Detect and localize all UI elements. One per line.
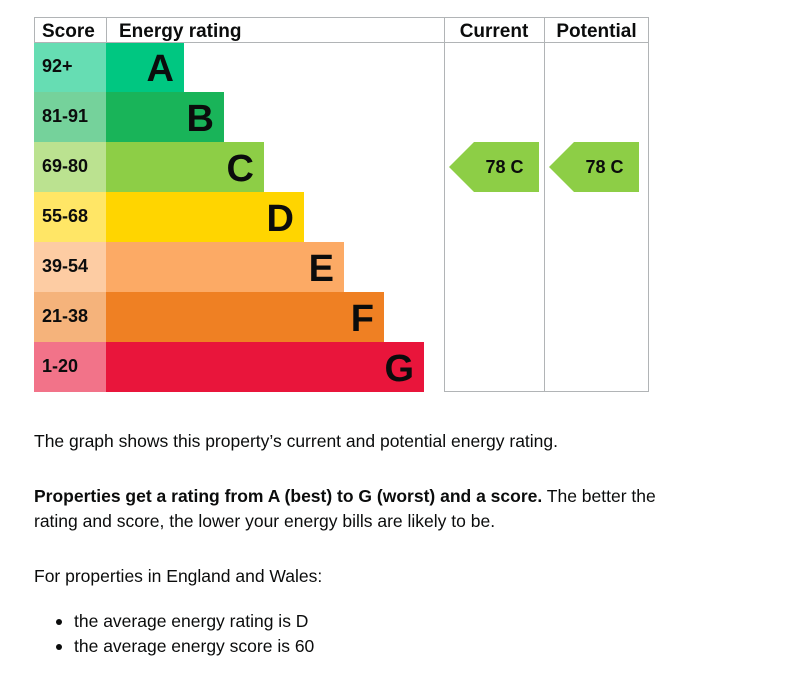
epc-chart: Score Energy rating Current Potential 92+ A 81… [34, 17, 649, 392]
header-score: Score [42, 21, 95, 42]
header-energy-rating: Energy rating [119, 21, 241, 42]
score-range-e: 39-54 [42, 256, 88, 276]
average-list: the average energy rating is D the avera… [34, 609, 314, 659]
score-cell-f [34, 292, 106, 342]
header-potential: Potential [556, 21, 636, 42]
score-cell-e [34, 242, 106, 292]
score-cell-d [34, 192, 106, 242]
rating-bar-f [106, 292, 384, 342]
score-cell-b [34, 92, 106, 142]
rating-letter-d: D [267, 198, 294, 240]
score-range-c: 69-80 [42, 156, 88, 176]
rating-explanation-bold: Properties get a rating from A (best) to… [34, 486, 543, 506]
score-cell-a [34, 42, 106, 92]
average-rating-item: the average energy rating is D [34, 609, 314, 634]
rating-bar-g [106, 342, 424, 392]
rating-letter-f: F [351, 298, 374, 340]
rating-bar-c [106, 142, 264, 192]
header-current: Current [460, 21, 529, 42]
current-rating-label: 78 C [485, 157, 523, 177]
score-cell-c [34, 142, 106, 192]
score-range-f: 21-38 [42, 306, 88, 326]
rating-letter-c: C [227, 148, 254, 190]
rating-bar-b [106, 92, 224, 142]
rating-bar-d [106, 192, 304, 242]
score-cell-g [34, 342, 106, 392]
rating-letter-g: G [384, 348, 414, 390]
score-range-a: 92+ [42, 56, 73, 76]
rating-letter-e: E [309, 248, 334, 290]
current-rating-arrow [449, 142, 539, 192]
score-range-g: 1-20 [42, 356, 78, 376]
rating-bar-a [106, 42, 184, 92]
rating-bar-e [106, 242, 344, 292]
score-range-d: 55-68 [42, 206, 88, 226]
potential-rating-label: 78 C [585, 157, 623, 177]
potential-rating-arrow [549, 142, 639, 192]
rating-explanation: Properties get a rating from A (best) to… [34, 484, 674, 534]
rating-letter-b: B [187, 98, 214, 140]
average-score-item: the average energy score is 60 [34, 634, 314, 659]
rating-letter-a: A [147, 48, 174, 90]
score-range-b: 81-91 [42, 106, 88, 126]
chart-description: The graph shows this property’s current … [34, 431, 559, 451]
rating-explanation-rest: The better the rating and score, the low… [34, 486, 656, 531]
average-intro: For properties in England and Wales: [34, 566, 323, 586]
